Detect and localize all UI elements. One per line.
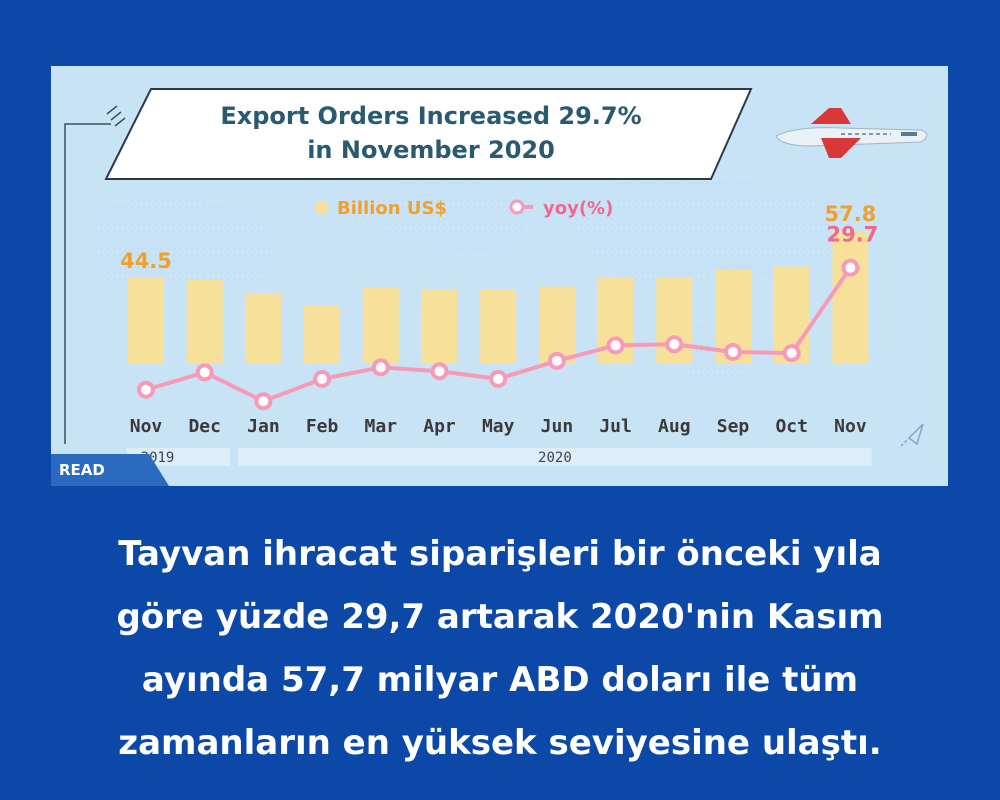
bar — [186, 279, 223, 364]
export-orders-chart: Export Orders Increased 29.7% in Novembe… — [51, 88, 928, 486]
x-tick-label: Apr — [423, 416, 456, 437]
caption-line-4: zamanların en yüksek seviyesine ulaştı. — [118, 723, 882, 763]
x-tick-label: May — [482, 416, 515, 437]
data-labels: 44.5 57.829.7 — [120, 202, 878, 273]
data-label: 29.7 — [826, 223, 878, 247]
yoy-point-center — [317, 373, 328, 384]
caption-line-3: ayında 57,7 milyar ABD doları ile tüm — [141, 660, 859, 700]
yoy-point-center — [610, 340, 621, 351]
yoy-point-center — [551, 355, 562, 366]
x-tick-label: Mar — [365, 416, 398, 437]
x-tick-label: Jan — [247, 416, 280, 437]
chart-title-line-1: Export Orders Increased 29.7% — [220, 102, 641, 130]
x-tick-label: Jun — [541, 416, 574, 437]
chart-panel: Export Orders Increased 29.7% in Novembe… — [51, 66, 948, 486]
year-axis: 2019 2020 — [126, 448, 872, 466]
yoy-line-series — [137, 258, 860, 411]
title-frame-lines — [64, 105, 126, 444]
chart-legend: Billion US$ yoy(%) — [316, 198, 613, 219]
read-badge: READ — [51, 454, 169, 486]
yoy-point-center — [199, 367, 210, 378]
yoy-point-center — [493, 373, 504, 384]
chart-title-line-2: in November 2020 — [307, 136, 555, 164]
x-tick-label: Aug — [658, 416, 691, 437]
bar — [362, 287, 399, 364]
bar — [304, 305, 341, 364]
legend-line-label: yoy(%) — [543, 198, 613, 219]
yoy-point-center — [141, 384, 151, 395]
yoy-point-center — [669, 339, 680, 350]
bar — [245, 293, 282, 364]
x-tick-label: Nov — [130, 416, 163, 437]
bar — [538, 286, 575, 364]
yoy-point-center — [434, 366, 445, 377]
x-tick-label: Dec — [188, 416, 221, 437]
x-axis-tick-labels: Nov Dec Jan Feb Mar Apr May Jun Jul Aug Sep Oct Nov — [130, 416, 867, 437]
yoy-point-center — [375, 362, 386, 373]
data-label: 57.8 — [824, 202, 876, 226]
read-badge-label: READ — [59, 461, 105, 479]
x-tick-label: Jul — [599, 416, 632, 437]
x-tick-label: Feb — [306, 416, 339, 437]
year-label: 2020 — [538, 450, 572, 466]
legend-bar-swatch — [316, 202, 327, 213]
yoy-point-center — [845, 262, 856, 273]
x-tick-label: Sep — [717, 416, 750, 437]
x-tick-label: Oct — [775, 416, 808, 437]
bar — [480, 289, 517, 364]
chart-title-box: Export Orders Increased 29.7% in Novembe… — [104, 88, 753, 180]
bar — [128, 277, 164, 364]
data-label: 44.5 — [120, 249, 172, 273]
legend-bar-label: Billion US$ — [337, 198, 447, 219]
yoy-point-center — [728, 346, 738, 357]
bar — [421, 290, 458, 364]
caption-line-1: Tayvan ihracat siparişleri bir önceki yı… — [118, 534, 882, 574]
caption-line-2: göre yüzde 29,7 artarak 2020'nin Kasım — [116, 597, 884, 637]
paper-plane-icon — [900, 423, 924, 447]
airplane-icon — [775, 108, 928, 158]
bar — [832, 230, 869, 364]
yoy-point-center — [258, 396, 269, 407]
x-tick-label: Nov — [834, 416, 867, 437]
year-strip — [238, 448, 872, 466]
caption: Tayvan ihracat siparişleri bir önceki yı… — [40, 523, 960, 775]
legend-line-marker — [509, 199, 525, 215]
yoy-point-center — [786, 348, 797, 359]
